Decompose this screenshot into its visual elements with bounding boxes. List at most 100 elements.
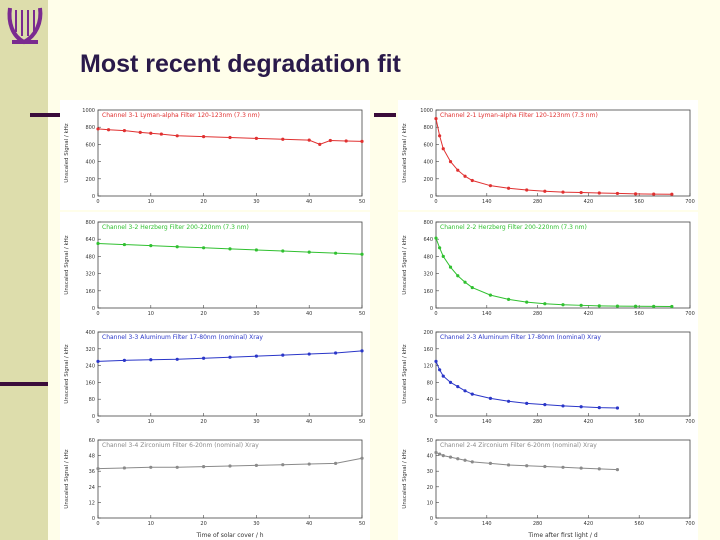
x-tick-label: 50: [359, 199, 365, 205]
x-tick-label: 10: [148, 521, 154, 527]
data-point: [175, 465, 179, 469]
chart-svg: Channel 3-2 Herzberg Filter 200-220nm (7…: [64, 220, 365, 317]
data-point: [579, 303, 583, 307]
y-tick-label: 1000: [420, 108, 433, 114]
data-point: [561, 190, 565, 194]
data-point: [456, 168, 460, 172]
y-tick-label: 240: [85, 364, 95, 370]
y-tick-label: 640: [423, 237, 433, 243]
data-point: [149, 131, 153, 135]
y-tick-label: 200: [423, 330, 433, 336]
data-point: [506, 463, 511, 467]
data-point: [149, 465, 153, 469]
x-axis-label: Time after first light / d: [527, 532, 597, 539]
x-tick-label: 50: [359, 419, 365, 425]
y-axis-label: Unscaled Signal / kHz: [64, 344, 70, 403]
data-point: [597, 467, 601, 471]
x-tick-label: 30: [253, 199, 259, 205]
data-point: [463, 174, 467, 178]
x-tick-label: 700: [685, 199, 695, 205]
slide-title: Most recent degradation fit: [80, 50, 401, 78]
y-tick-label: 40: [427, 397, 433, 403]
data-point: [470, 178, 474, 183]
y-tick-label: 160: [85, 380, 95, 386]
y-tick-label: 640: [85, 237, 95, 243]
chart-channel-3-3: Channel 3-3 Aluminum Filter 17-80nm (nom…: [60, 322, 370, 430]
title-rule-left: [30, 113, 60, 117]
y-tick-label: 160: [423, 289, 433, 295]
x-tick-label: 0: [96, 311, 99, 317]
plot-frame: [97, 221, 363, 309]
data-point: [434, 450, 438, 455]
y-tick-label: 320: [85, 347, 95, 353]
data-point: [441, 374, 445, 378]
data-point: [615, 191, 620, 196]
data-point: [438, 246, 442, 250]
data-point: [228, 355, 232, 359]
data-point: [334, 461, 338, 465]
y-axis-label: Unscaled Signal / kHz: [64, 123, 70, 182]
data-point: [360, 456, 364, 460]
series-line: [435, 118, 672, 195]
x-tick-label: 560: [634, 521, 644, 527]
data-point: [543, 464, 547, 469]
data-point: [506, 399, 511, 403]
data-point: [597, 191, 601, 195]
x-tick-label: 140: [482, 199, 492, 205]
data-point: [96, 359, 100, 363]
data-point: [159, 132, 163, 136]
data-point: [525, 401, 529, 405]
data-point: [254, 354, 258, 358]
data-point: [96, 467, 100, 471]
chart-svg: Channel 3-3 Aluminum Filter 17-80nm (nom…: [64, 330, 365, 425]
y-tick-label: 480: [423, 254, 433, 260]
chart-channel-3-2: Channel 3-2 Herzberg Filter 200-220nm (7…: [60, 212, 370, 322]
chart-title: Channel 2-2 Herzberg Filter 200-220nm (7…: [440, 224, 587, 231]
x-tick-label: 560: [634, 311, 644, 317]
data-point: [525, 188, 529, 192]
sidebar-divider: [0, 382, 48, 386]
x-tick-label: 140: [482, 521, 492, 527]
x-tick-label: 0: [434, 419, 437, 425]
y-tick-label: 320: [85, 272, 95, 278]
y-axis-label: Unscaled Signal / kHz: [402, 449, 408, 508]
x-tick-label: 280: [533, 419, 543, 425]
data-point: [122, 358, 126, 362]
data-point: [561, 404, 565, 408]
data-point: [463, 389, 467, 393]
data-point: [122, 466, 126, 470]
data-point: [307, 250, 311, 254]
data-point: [318, 142, 322, 146]
x-tick-label: 40: [306, 521, 312, 527]
data-point: [670, 192, 674, 196]
y-tick-label: 400: [85, 160, 95, 166]
series-line: [435, 237, 672, 307]
data-point: [506, 186, 511, 190]
data-point: [579, 190, 583, 195]
y-tick-label: 80: [427, 380, 433, 386]
data-point: [488, 461, 493, 465]
data-point: [149, 358, 153, 362]
chart-title: Channel 2-1 Lyman-alpha Filter 120-123nm…: [440, 112, 598, 119]
x-tick-label: 40: [306, 419, 312, 425]
data-point: [488, 184, 493, 188]
data-point: [615, 406, 620, 410]
data-point: [543, 403, 547, 407]
data-point: [96, 127, 100, 131]
data-point: [448, 160, 453, 164]
data-point: [470, 392, 474, 396]
data-point: [441, 254, 445, 258]
data-point: [456, 274, 460, 278]
x-tick-label: 40: [306, 311, 312, 317]
chart-svg: Channel 2-1 Lyman-alpha Filter 120-123nm…: [402, 108, 695, 205]
x-tick-label: 0: [434, 311, 437, 317]
y-tick-label: 800: [85, 125, 95, 131]
y-tick-label: 80: [89, 397, 95, 403]
x-tick-label: 420: [584, 311, 594, 317]
y-tick-label: 48: [89, 454, 95, 460]
x-tick-label: 700: [685, 521, 695, 527]
chart-svg: Channel 2-3 Aluminum Filter 17-80nm (nom…: [402, 330, 695, 425]
data-point: [334, 351, 338, 355]
chart-svg: Channel 2-4 Zirconium Filter 6-20nm (nom…: [402, 438, 695, 539]
data-point: [438, 452, 442, 456]
